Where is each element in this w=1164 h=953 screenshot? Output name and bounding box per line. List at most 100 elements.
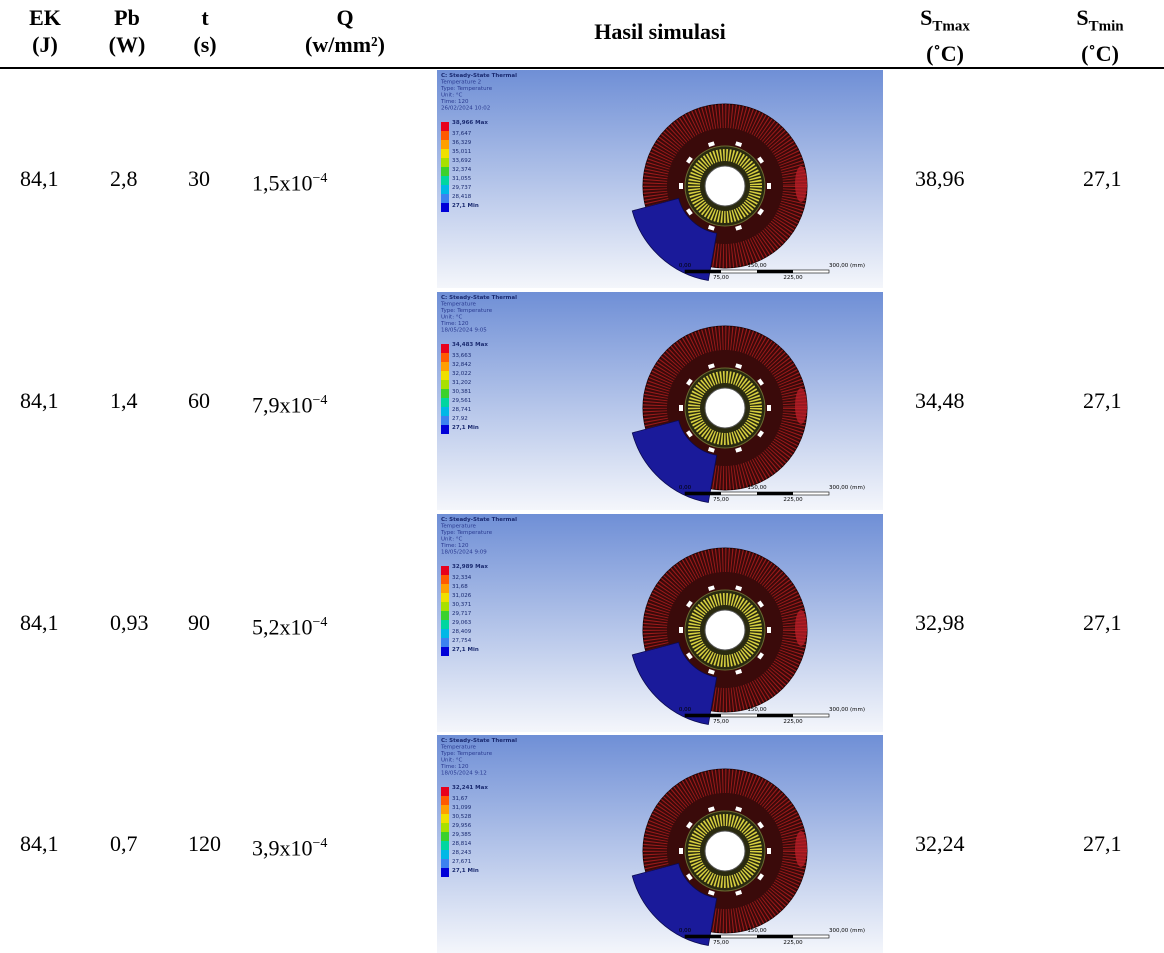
- hub-hole: [705, 610, 745, 650]
- header-pb: Pb(W): [92, 4, 162, 58]
- legend-swatch: [441, 389, 449, 398]
- legend-swatch: [441, 602, 449, 611]
- legend-swatch: [441, 823, 449, 832]
- hub-slot: [679, 405, 683, 411]
- legend-swatch: [441, 787, 449, 796]
- info-line: Unit: °C: [441, 315, 463, 321]
- hot-zone: [795, 610, 807, 646]
- cell-st-max: 38,96: [915, 166, 965, 192]
- legend-swatch: [441, 380, 449, 389]
- scale-label: 75,00: [713, 940, 729, 946]
- info-line: C: Steady-State Thermal: [441, 517, 517, 523]
- info-line: 18/05/2024 9:12: [441, 771, 487, 777]
- legend-label: 27,1 Min: [452, 647, 479, 653]
- legend-swatch: [441, 841, 449, 850]
- legend-label: 32,241 Max: [452, 785, 488, 791]
- cell-t: 30: [188, 166, 210, 192]
- info-line: C: Steady-State Thermal: [441, 295, 517, 301]
- info-line: Temperature: [440, 524, 476, 530]
- legend-swatch: [441, 158, 449, 167]
- header-simulation: Hasil simulasi: [437, 18, 883, 45]
- scale-label: 150,00: [747, 928, 767, 934]
- legend-label: 29,385: [452, 832, 472, 838]
- symbol: S: [1076, 5, 1088, 30]
- legend-label: 33,692: [452, 158, 471, 164]
- info-line: Unit: °C: [441, 537, 463, 543]
- cell-t: 90: [188, 610, 210, 636]
- legend-label: 32,334: [452, 575, 472, 581]
- legend-swatch: [441, 796, 449, 805]
- cell-q: 3,9x10−4: [252, 831, 327, 861]
- cell-q: 7,9x10−4: [252, 388, 327, 418]
- scale-label: 0,00: [679, 707, 692, 713]
- hot-zone: [795, 388, 807, 424]
- legend-label: 28,409: [452, 629, 472, 635]
- header-q: Q(w/mm²): [280, 4, 410, 58]
- legend-label: 29,956: [452, 823, 472, 829]
- legend-swatch: [441, 407, 449, 416]
- q-mantissa: 1,5x10: [252, 170, 313, 195]
- scale-bar-seg: [685, 492, 721, 495]
- header-text: t: [175, 4, 235, 31]
- legend-label: 29,561: [452, 398, 471, 404]
- info-line: Temperature: [440, 302, 476, 308]
- cell-pb: 0,93: [110, 610, 149, 636]
- legend-swatch: [441, 185, 449, 194]
- subscript: Tmin: [1089, 18, 1124, 34]
- q-exponent: −4: [313, 393, 328, 408]
- header-st-max: STmax(˚C): [900, 4, 990, 67]
- legend-swatch: [441, 416, 449, 425]
- cell-st-max: 32,98: [915, 610, 965, 636]
- header-t: t(s): [175, 4, 235, 58]
- legend-swatch: [441, 638, 449, 647]
- cell-q: 5,2x10−4: [252, 610, 327, 640]
- hub-hole: [705, 831, 745, 871]
- legend-swatch: [441, 353, 449, 362]
- hot-zone: [795, 831, 807, 867]
- scale-bar-seg: [685, 714, 721, 717]
- header-unit: (w/mm²): [280, 31, 410, 58]
- info-line: Unit: °C: [441, 758, 463, 764]
- legend-swatch: [441, 566, 449, 575]
- header-rule: [0, 67, 1164, 69]
- legend-swatch: [441, 176, 449, 185]
- header-unit: (˚C): [900, 40, 990, 67]
- info-line: Temperature 2: [440, 80, 481, 86]
- scale-bar-seg: [685, 270, 721, 273]
- cell-st-min: 27,1: [1083, 388, 1122, 414]
- legend-label: 28,243: [452, 850, 472, 856]
- legend-swatch: [441, 832, 449, 841]
- cell-st-min: 27,1: [1083, 166, 1122, 192]
- legend-label: 28,418: [452, 194, 472, 200]
- hub-slot: [679, 848, 683, 854]
- simulation-image: C: Steady-State ThermalTemperatureType: …: [437, 514, 883, 732]
- q-mantissa: 7,9x10: [252, 392, 313, 417]
- legend-label: 27,92: [452, 416, 468, 422]
- scale-label: 0,00: [679, 263, 692, 269]
- info-line: 26/02/2024 10:02: [441, 106, 490, 112]
- cell-q: 1,5x10−4: [252, 166, 327, 196]
- hub-hole: [705, 388, 745, 428]
- scale-label: 75,00: [713, 497, 729, 503]
- scale-label: 150,00: [747, 263, 767, 269]
- cell-ek: 84,1: [20, 831, 59, 857]
- scale-label: 75,00: [713, 719, 729, 725]
- simulation-image: C: Steady-State ThermalTemperatureType: …: [437, 292, 883, 510]
- info-line: Time: 120: [440, 99, 469, 105]
- cell-st-min: 27,1: [1083, 831, 1122, 857]
- legend-label: 32,842: [452, 362, 471, 368]
- info-line: Temperature: [440, 745, 476, 751]
- hub-slot: [679, 183, 683, 189]
- info-line: Time: 120: [440, 321, 469, 327]
- info-line: 18/05/2024 9:09: [441, 550, 487, 556]
- legend-swatch: [441, 814, 449, 823]
- legend-label: 32,022: [452, 371, 471, 377]
- legend-swatch: [441, 371, 449, 380]
- legend-label: 29,063: [452, 620, 472, 626]
- legend-label: 31,67: [452, 796, 468, 802]
- scale-bar-seg: [757, 492, 793, 495]
- legend-swatch: [441, 850, 449, 859]
- scale-label: 0,00: [679, 928, 692, 934]
- cell-ek: 84,1: [20, 166, 59, 192]
- legend-label: 38,966 Max: [452, 120, 488, 126]
